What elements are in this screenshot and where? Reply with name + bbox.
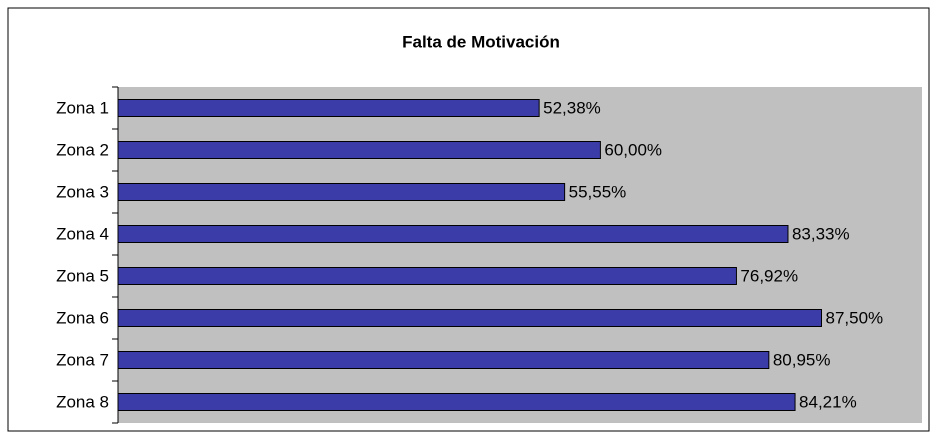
y-tick-label: Zona 4 xyxy=(56,224,109,243)
y-tick-label: Zona 2 xyxy=(56,140,109,159)
y-tick-label: Zona 5 xyxy=(56,266,109,285)
bar xyxy=(117,141,601,159)
data-label: 84,21% xyxy=(799,392,857,411)
y-tick-label: Zona 3 xyxy=(56,182,109,201)
chart-title: Falta de Motivación xyxy=(402,32,560,51)
data-label: 87,50% xyxy=(826,308,884,327)
bar xyxy=(117,99,540,117)
plot-area xyxy=(118,87,922,423)
data-label: 76,92% xyxy=(740,266,798,285)
bar xyxy=(117,393,796,411)
y-tick-label: Zona 8 xyxy=(56,392,109,411)
bar xyxy=(117,183,566,201)
bar xyxy=(117,267,737,285)
y-tick-label: Zona 7 xyxy=(56,350,109,369)
y-tick-label: Zona 1 xyxy=(56,98,109,117)
data-label: 80,95% xyxy=(773,350,831,369)
data-label: 55,55% xyxy=(569,182,627,201)
y-tick-label: Zona 6 xyxy=(56,308,109,327)
bar xyxy=(117,225,789,243)
bar xyxy=(117,309,822,327)
data-label: 52,38% xyxy=(543,98,601,117)
data-label: 83,33% xyxy=(792,224,850,243)
bar xyxy=(117,351,770,369)
data-label: 60,00% xyxy=(604,140,662,159)
